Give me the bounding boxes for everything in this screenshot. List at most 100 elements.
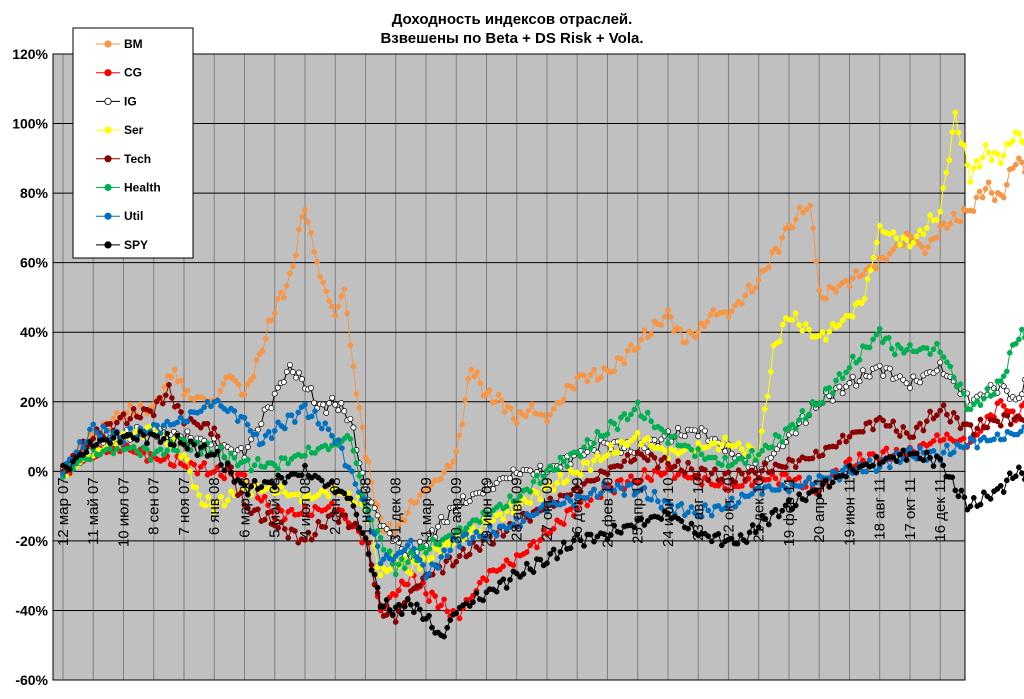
data-point xyxy=(584,502,591,509)
data-point xyxy=(574,484,581,490)
data-point xyxy=(903,236,910,243)
data-point xyxy=(470,525,476,531)
y-tick-label: -20% xyxy=(15,533,48,549)
data-point xyxy=(320,401,327,408)
data-point xyxy=(483,391,490,397)
legend-marker xyxy=(104,40,112,48)
data-point xyxy=(819,481,826,488)
data-point xyxy=(782,502,789,509)
data-point xyxy=(581,444,587,451)
data-point xyxy=(544,560,550,567)
data-point xyxy=(140,432,147,438)
data-point xyxy=(648,418,655,425)
data-point xyxy=(634,429,641,436)
data-point xyxy=(347,495,354,502)
x-tick-label: 1 мар 09 xyxy=(418,477,435,537)
data-point xyxy=(371,571,378,578)
data-point xyxy=(166,381,172,388)
data-point xyxy=(329,303,336,310)
data-point xyxy=(940,436,947,443)
x-axis-ticks: 12 мар 07 11 май 07 10 июл 07 8 сен 07 7 ноя… xyxy=(55,477,949,547)
data-point xyxy=(718,441,725,448)
data-point xyxy=(401,565,408,572)
data-point xyxy=(1001,436,1007,443)
data-point xyxy=(695,446,702,452)
data-point xyxy=(829,479,836,486)
data-point xyxy=(1021,417,1024,424)
data-point xyxy=(658,436,665,443)
chart-subtitle: Взвешены по Beta + DS Risk + Vola. xyxy=(380,30,643,47)
data-point xyxy=(708,512,715,519)
data-point xyxy=(302,462,308,469)
data-point xyxy=(876,362,883,369)
data-point xyxy=(749,522,756,528)
data-point xyxy=(392,619,399,625)
x-tick-label: 11 май 07 xyxy=(85,477,102,545)
data-point xyxy=(113,409,120,416)
data-point xyxy=(955,493,962,500)
y-tick-label: -60% xyxy=(15,672,48,688)
data-point xyxy=(587,490,594,497)
data-point xyxy=(1019,326,1024,333)
data-point xyxy=(426,546,433,552)
data-point xyxy=(235,381,242,388)
data-point xyxy=(359,530,366,537)
data-point xyxy=(843,383,850,390)
data-point xyxy=(614,426,621,433)
data-point xyxy=(274,295,281,302)
data-point xyxy=(644,457,651,464)
data-point xyxy=(685,459,691,466)
data-point xyxy=(893,458,900,464)
data-point xyxy=(584,437,591,443)
data-point xyxy=(641,466,648,473)
data-point xyxy=(591,366,597,373)
data-point xyxy=(560,500,567,507)
data-point xyxy=(704,318,711,325)
data-point xyxy=(218,462,224,468)
data-point xyxy=(695,440,702,446)
data-point xyxy=(404,581,411,588)
data-point xyxy=(450,458,457,465)
data-point xyxy=(933,367,940,374)
data-point xyxy=(281,526,288,532)
data-point xyxy=(752,470,759,476)
data-point xyxy=(631,456,638,463)
data-point xyxy=(181,392,187,398)
x-tick-label: 5 май 08 xyxy=(267,477,284,537)
data-point xyxy=(517,471,524,478)
data-point xyxy=(262,432,269,439)
data-point xyxy=(541,412,547,418)
data-point xyxy=(137,428,144,435)
data-point xyxy=(513,504,520,511)
data-point xyxy=(920,231,927,238)
data-point xyxy=(934,340,940,347)
data-point xyxy=(631,434,638,441)
data-point xyxy=(934,216,940,223)
legend-marker xyxy=(104,183,112,192)
data-point xyxy=(800,209,806,216)
data-point xyxy=(638,441,644,448)
data-point xyxy=(564,494,570,501)
data-point xyxy=(896,373,903,380)
data-point xyxy=(1003,387,1010,394)
data-point xyxy=(638,477,644,484)
data-point xyxy=(755,276,762,283)
data-point xyxy=(368,499,375,506)
data-point xyxy=(813,479,819,486)
data-point xyxy=(517,523,523,530)
data-point xyxy=(944,431,950,438)
data-point xyxy=(994,151,1001,158)
data-point xyxy=(571,537,577,544)
data-point xyxy=(567,506,574,512)
data-point xyxy=(591,457,597,464)
data-point xyxy=(368,567,375,574)
data-point xyxy=(268,317,275,323)
data-point xyxy=(193,484,199,491)
data-point xyxy=(435,546,441,553)
data-point xyxy=(577,453,584,460)
data-point xyxy=(490,529,497,536)
x-tick-label: 28 авг 09 xyxy=(509,477,526,541)
data-point xyxy=(259,440,266,447)
data-point xyxy=(356,473,363,479)
data-point xyxy=(308,536,315,543)
